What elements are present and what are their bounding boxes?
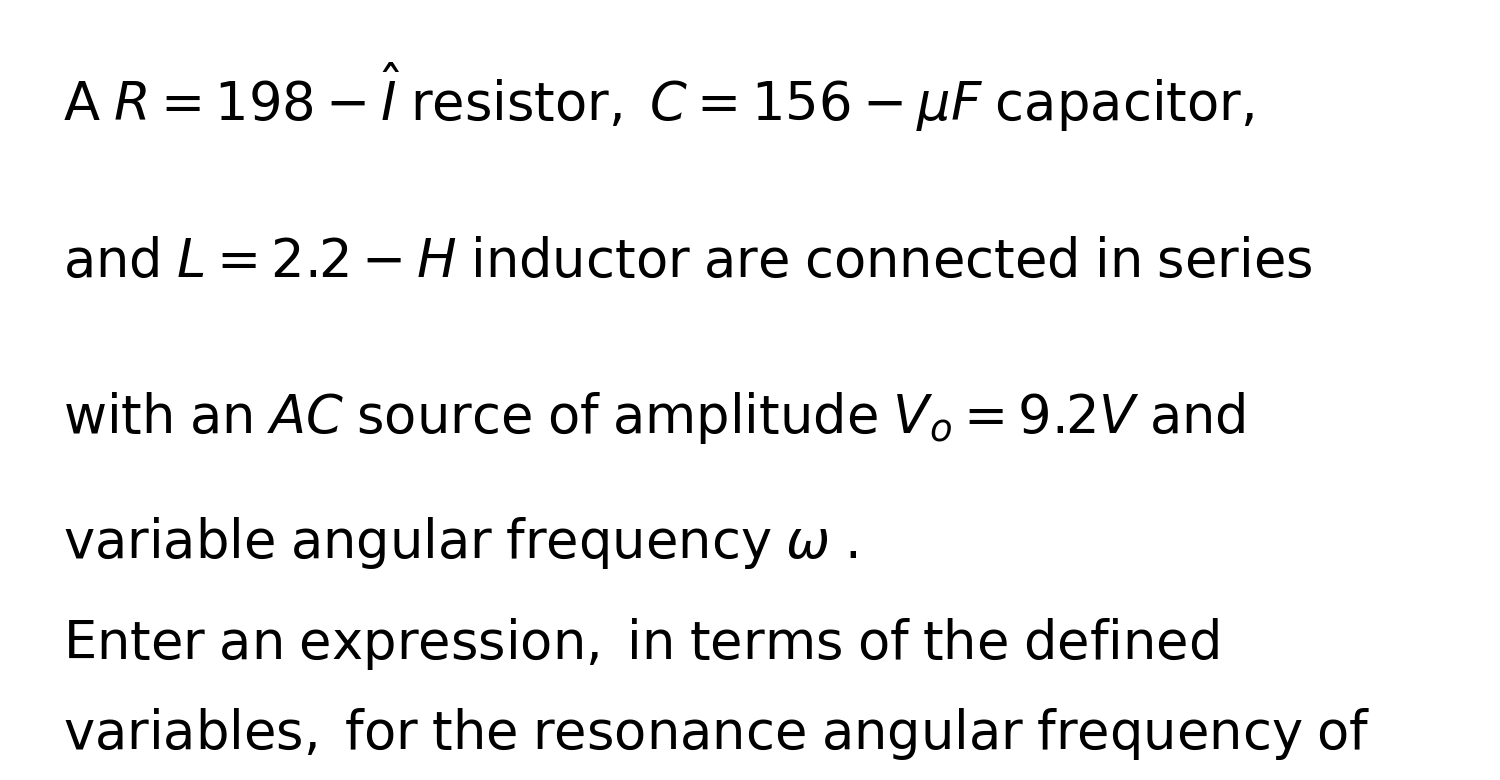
Text: $\mathrm{A}\; R = 198 - \hat{I}\; \mathrm{resistor,}\; C = 156 - \mu F\; \mathrm: $\mathrm{A}\; R = 198 - \hat{I}\; \mathr…	[63, 60, 1254, 134]
Text: $\mathrm{and}\; L = 2.2 - H\; \mathrm{inductor\; are\; connected\; in\; series}$: $\mathrm{and}\; L = 2.2 - H\; \mathrm{in…	[63, 236, 1312, 288]
Text: $\mathrm{variables,\; for\; the\; resonance\; angular\; frequency\; of}$: $\mathrm{variables,\; for\; the\; resona…	[63, 706, 1371, 762]
Text: $\mathrm{Enter\; an\; expression,\; in\; terms\; of\; the\; defined}$: $\mathrm{Enter\; an\; expression,\; in\;…	[63, 616, 1219, 672]
Text: $\mathrm{variable\; angular\; frequency}\; \omega\; \mathrm{.}$: $\mathrm{variable\; angular\; frequency}…	[63, 515, 856, 571]
Text: $\mathrm{with\; an}\; AC\; \mathrm{source\; of\; amplitude}\; V_o = 9.2V\; \math: $\mathrm{with\; an}\; AC\; \mathrm{sourc…	[63, 390, 1245, 446]
